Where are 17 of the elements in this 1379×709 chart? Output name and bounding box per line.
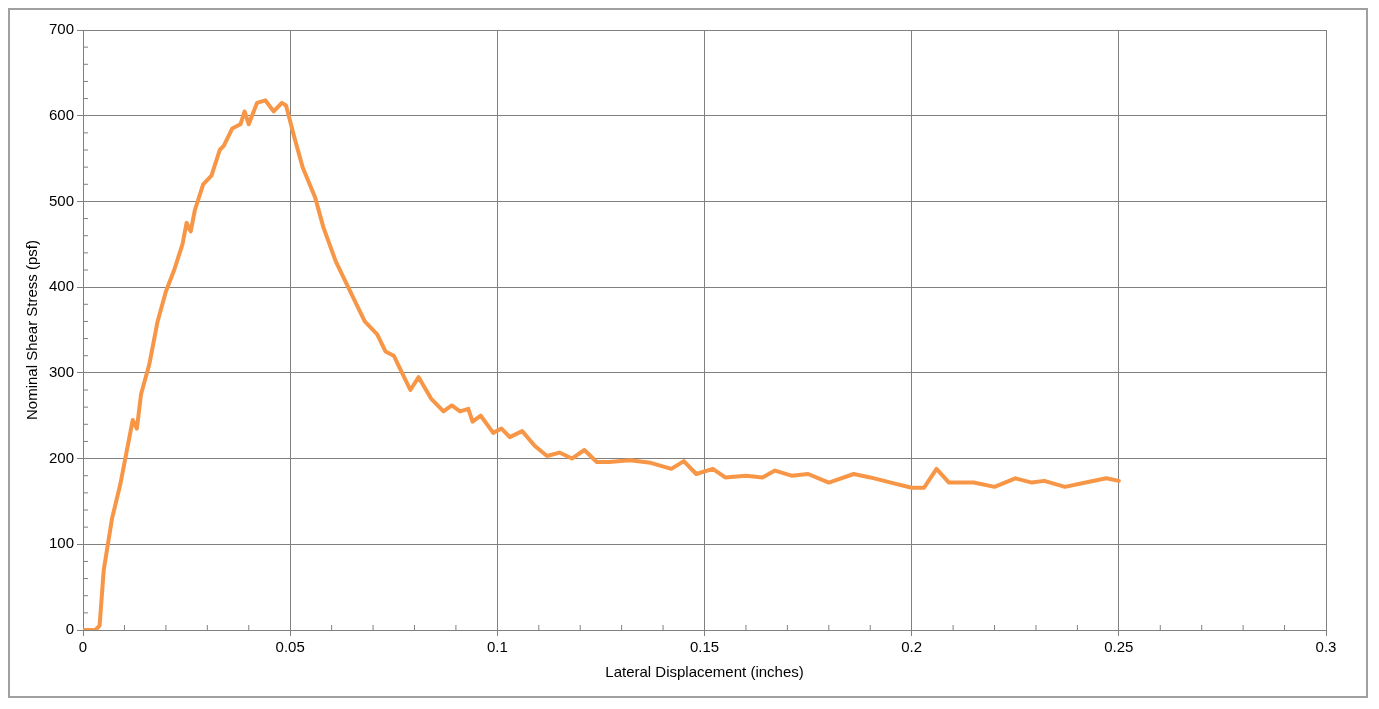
x-tick-label: 0.15 — [689, 638, 720, 656]
y-tick-label: 700 — [49, 20, 75, 38]
y-tick-label: 200 — [49, 448, 75, 466]
y-tick-label: 0 — [65, 620, 75, 638]
x-tick-label: 0.3 — [1315, 638, 1337, 656]
x-tick-label: 0.05 — [275, 638, 305, 656]
x-tick-label: 0 — [78, 638, 88, 656]
x-axis-title: Lateral Displacement (inches) — [605, 663, 804, 681]
x-tick-label: 0.25 — [1104, 638, 1134, 656]
y-tick-label: 300 — [49, 363, 75, 380]
y-tick-label: 400 — [49, 277, 75, 295]
y-tick-label: 100 — [49, 534, 75, 552]
x-tick-label: 0.1 — [486, 638, 508, 656]
y-tick-label: 500 — [49, 191, 75, 209]
y-axis-title: Nominal Shear Stress (psf) — [23, 239, 41, 421]
y-tick-label: 600 — [49, 105, 75, 123]
x-tick-label: 0.2 — [901, 638, 923, 656]
